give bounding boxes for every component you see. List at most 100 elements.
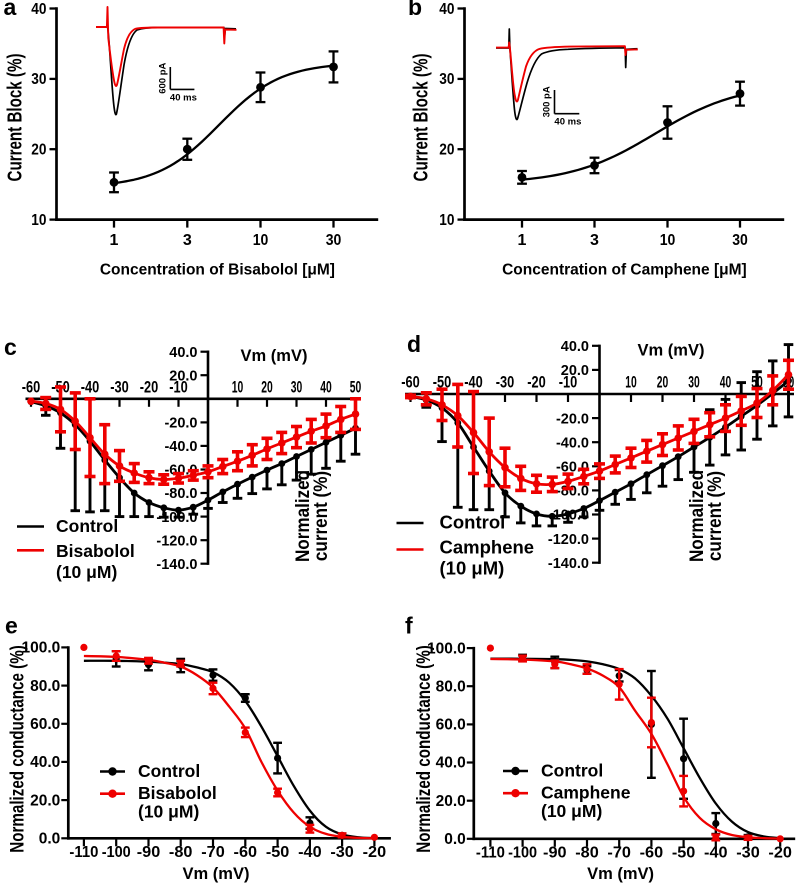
- svg-text:-10: -10: [169, 378, 188, 396]
- svg-text:Current Block (%): Current Block (%): [3, 54, 26, 182]
- svg-text:-80: -80: [169, 844, 193, 861]
- svg-text:10: 10: [439, 212, 454, 229]
- svg-text:-80.0: -80.0: [556, 484, 589, 500]
- svg-text:-110: -110: [69, 844, 98, 861]
- svg-text:0.0: 0.0: [444, 831, 466, 848]
- svg-text:0.0: 0.0: [39, 831, 61, 848]
- svg-text:-50: -50: [266, 844, 290, 861]
- svg-text:e: e: [5, 613, 18, 639]
- svg-text:30: 30: [688, 374, 700, 392]
- svg-text:Control: Control: [56, 516, 118, 536]
- svg-text:-30: -30: [496, 374, 515, 392]
- svg-text:3: 3: [183, 232, 192, 249]
- svg-text:-40.0: -40.0: [164, 439, 197, 455]
- svg-text:Control: Control: [541, 761, 603, 781]
- svg-text:Concentration of Bisabolol [μM: Concentration of Bisabolol [μM]: [100, 262, 335, 279]
- svg-text:d: d: [407, 331, 421, 357]
- svg-text:-100: -100: [102, 844, 131, 861]
- svg-text:1: 1: [110, 232, 119, 249]
- svg-text:-30: -30: [736, 845, 760, 862]
- svg-text:-80: -80: [575, 845, 599, 862]
- svg-text:-60: -60: [401, 374, 420, 392]
- svg-text:-90: -90: [137, 844, 161, 861]
- svg-text:10: 10: [660, 232, 676, 249]
- svg-text:20.0: 20.0: [561, 363, 589, 379]
- svg-text:-120.0: -120.0: [156, 533, 197, 549]
- svg-text:Camphene: Camphene: [440, 536, 535, 557]
- svg-text:-60.0: -60.0: [164, 463, 197, 479]
- svg-text:-40: -40: [464, 374, 483, 392]
- svg-text:30: 30: [31, 71, 46, 88]
- svg-text:-20.0: -20.0: [556, 411, 589, 427]
- svg-text:Concentration of Camphene [μM]: Concentration of Camphene [μM]: [502, 262, 747, 279]
- svg-text:40: 40: [320, 378, 332, 396]
- svg-text:Camphene: Camphene: [541, 783, 631, 803]
- svg-text:-60: -60: [234, 844, 258, 861]
- svg-text:40.0: 40.0: [561, 339, 589, 355]
- svg-text:-20: -20: [363, 844, 387, 861]
- svg-text:20: 20: [439, 142, 454, 159]
- svg-text:20: 20: [31, 142, 46, 159]
- svg-text:-100: -100: [508, 845, 537, 862]
- svg-text:20.0: 20.0: [436, 793, 466, 810]
- svg-text:40.0: 40.0: [30, 754, 60, 771]
- svg-text:30: 30: [291, 378, 303, 396]
- svg-text:(10 μM): (10 μM): [56, 562, 117, 582]
- svg-text:Bisabolol: Bisabolol: [56, 541, 135, 561]
- svg-text:60.0: 60.0: [30, 716, 60, 733]
- svg-text:80.0: 80.0: [436, 678, 466, 695]
- svg-text:c: c: [4, 334, 17, 360]
- svg-text:-20: -20: [140, 378, 159, 396]
- svg-text:current (%): current (%): [704, 471, 725, 561]
- svg-text:10: 10: [253, 232, 269, 249]
- svg-text:40 ms: 40 ms: [170, 92, 197, 103]
- svg-text:Vm (mV): Vm (mV): [587, 865, 654, 883]
- svg-text:30: 30: [732, 232, 748, 249]
- svg-text:-40.0: -40.0: [556, 435, 589, 451]
- svg-text:-70: -70: [201, 844, 225, 861]
- svg-text:Bisabolol: Bisabolol: [138, 783, 217, 803]
- svg-text:3: 3: [590, 232, 599, 249]
- svg-text:600 pA: 600 pA: [157, 62, 168, 93]
- svg-text:b: b: [408, 0, 422, 20]
- svg-text:-40: -40: [298, 844, 322, 861]
- svg-text:40 ms: 40 ms: [554, 117, 581, 128]
- svg-text:current (%): current (%): [310, 471, 331, 561]
- svg-text:-20: -20: [768, 845, 792, 862]
- svg-text:-20: -20: [527, 374, 546, 392]
- svg-text:40: 40: [31, 1, 46, 18]
- svg-text:Current Block (%): Current Block (%): [409, 54, 432, 182]
- svg-text:-50: -50: [433, 374, 452, 392]
- svg-text:10: 10: [232, 378, 244, 396]
- svg-text:40.0: 40.0: [436, 755, 466, 772]
- svg-text:-60.0: -60.0: [556, 460, 589, 476]
- svg-text:-40: -40: [704, 845, 728, 862]
- svg-text:Vm (mV): Vm (mV): [183, 865, 250, 883]
- svg-text:1: 1: [518, 232, 527, 249]
- svg-text:(10 μM): (10 μM): [440, 558, 505, 579]
- svg-text:(10 μM): (10 μM): [541, 801, 602, 821]
- svg-text:Vm (mV): Vm (mV): [241, 347, 308, 365]
- svg-text:-30: -30: [330, 844, 354, 861]
- svg-text:300 pA: 300 pA: [542, 86, 553, 117]
- svg-text:-40: -40: [81, 378, 100, 396]
- svg-text:Normalized conductance (%): Normalized conductance (%): [412, 645, 434, 853]
- svg-text:40: 40: [720, 374, 732, 392]
- svg-text:f: f: [405, 613, 413, 639]
- svg-text:-140.0: -140.0: [548, 556, 589, 572]
- svg-text:Vm (mV): Vm (mV): [638, 341, 705, 359]
- svg-text:-60: -60: [22, 378, 41, 396]
- svg-text:-50: -50: [672, 845, 696, 862]
- svg-text:20.0: 20.0: [30, 792, 60, 809]
- svg-text:80.0: 80.0: [30, 678, 60, 695]
- svg-text:60.0: 60.0: [436, 717, 466, 734]
- svg-text:-60: -60: [640, 845, 664, 862]
- svg-text:Normalized conductance (%): Normalized conductance (%): [6, 645, 28, 853]
- svg-text:-90: -90: [543, 845, 567, 862]
- svg-text:-110: -110: [476, 845, 505, 862]
- svg-text:-120.0: -120.0: [548, 532, 589, 548]
- svg-text:10: 10: [31, 212, 46, 229]
- svg-text:-140.0: -140.0: [156, 557, 197, 573]
- svg-text:Normalized: Normalized: [686, 470, 707, 562]
- svg-text:-80.0: -80.0: [164, 486, 197, 502]
